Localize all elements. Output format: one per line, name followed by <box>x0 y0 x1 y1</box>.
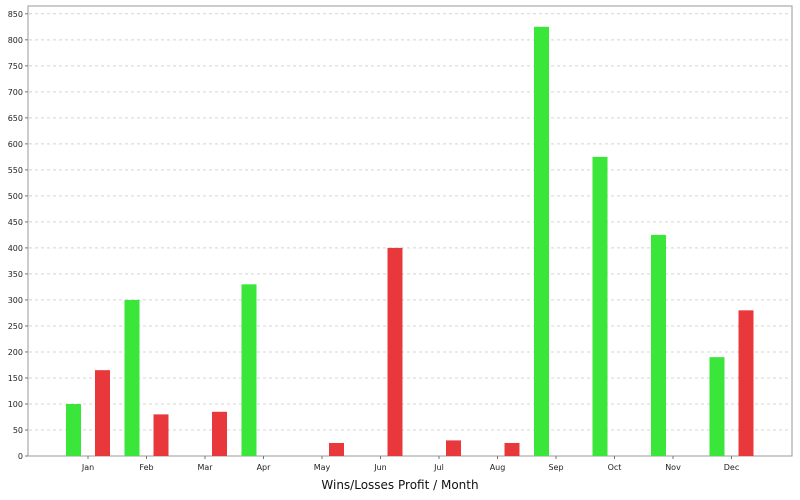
x-axis-ticks: Jan Feb Mar Apr May Jun Jul Aug Sep Oct Nov Dec <box>81 456 739 472</box>
x-tick-label: Apr <box>257 463 272 472</box>
y-tick-label: 50 <box>13 426 23 435</box>
y-tick-label: 650 <box>8 114 23 123</box>
y-axis-ticks: 0 50 100 150 200 250 300 350 400 450 500 550 600 650 7… <box>8 10 28 461</box>
x-tick-label: Dec <box>724 463 739 472</box>
x-tick-label: Oct <box>608 463 622 472</box>
y-tick-label: 600 <box>8 140 23 149</box>
x-tick-label: Jun <box>373 463 387 472</box>
bar-feb-loss <box>153 414 169 456</box>
x-tick-label: Jan <box>81 463 94 472</box>
y-tick-label: 800 <box>8 36 23 45</box>
y-tick-label: 850 <box>8 10 23 19</box>
x-tick-label: May <box>314 463 331 472</box>
y-tick-label: 550 <box>8 166 23 175</box>
bar-feb-win <box>124 299 140 456</box>
bar-jan-loss <box>95 370 110 456</box>
bar-dec-loss <box>738 310 754 456</box>
bar-may-loss <box>329 442 344 456</box>
y-tick-label: 400 <box>8 244 23 253</box>
y-tick-label: 750 <box>8 62 23 71</box>
y-tick-label: 500 <box>8 192 23 201</box>
y-tick-label: 150 <box>8 374 23 383</box>
bars <box>66 26 754 457</box>
bar-nov-win <box>651 234 666 456</box>
gridlines <box>29 13 791 431</box>
x-tick-label: Mar <box>197 463 213 472</box>
y-tick-label: 300 <box>8 296 23 305</box>
x-tick-label: Aug <box>490 463 506 472</box>
y-tick-label: 200 <box>8 348 23 357</box>
y-tick-label: 100 <box>8 400 23 409</box>
y-tick-label: 450 <box>8 218 23 227</box>
bar-oct-win <box>592 156 608 456</box>
y-tick-label: 350 <box>8 270 23 279</box>
plot-area <box>27 5 793 457</box>
bar-jun-loss <box>387 247 403 456</box>
x-tick-label: Sep <box>548 463 563 472</box>
x-tick-label: Jul <box>433 463 444 472</box>
bar-jan-win <box>66 403 81 456</box>
bar-apr-win <box>241 284 257 456</box>
y-tick-label: 0 <box>18 452 23 461</box>
bar-aug-loss <box>504 442 520 456</box>
x-tick-label: Feb <box>139 463 153 472</box>
x-axis-label: Wins/Losses Profit / Month <box>321 478 479 492</box>
y-tick-label: 250 <box>8 322 23 331</box>
x-tick-label: Nov <box>665 463 681 472</box>
bar-sep-win <box>534 26 549 457</box>
y-tick-label: 700 <box>8 88 23 97</box>
bar-jul-loss <box>446 440 461 456</box>
bar-mar-loss <box>212 411 227 456</box>
bar-dec-win <box>709 357 725 456</box>
